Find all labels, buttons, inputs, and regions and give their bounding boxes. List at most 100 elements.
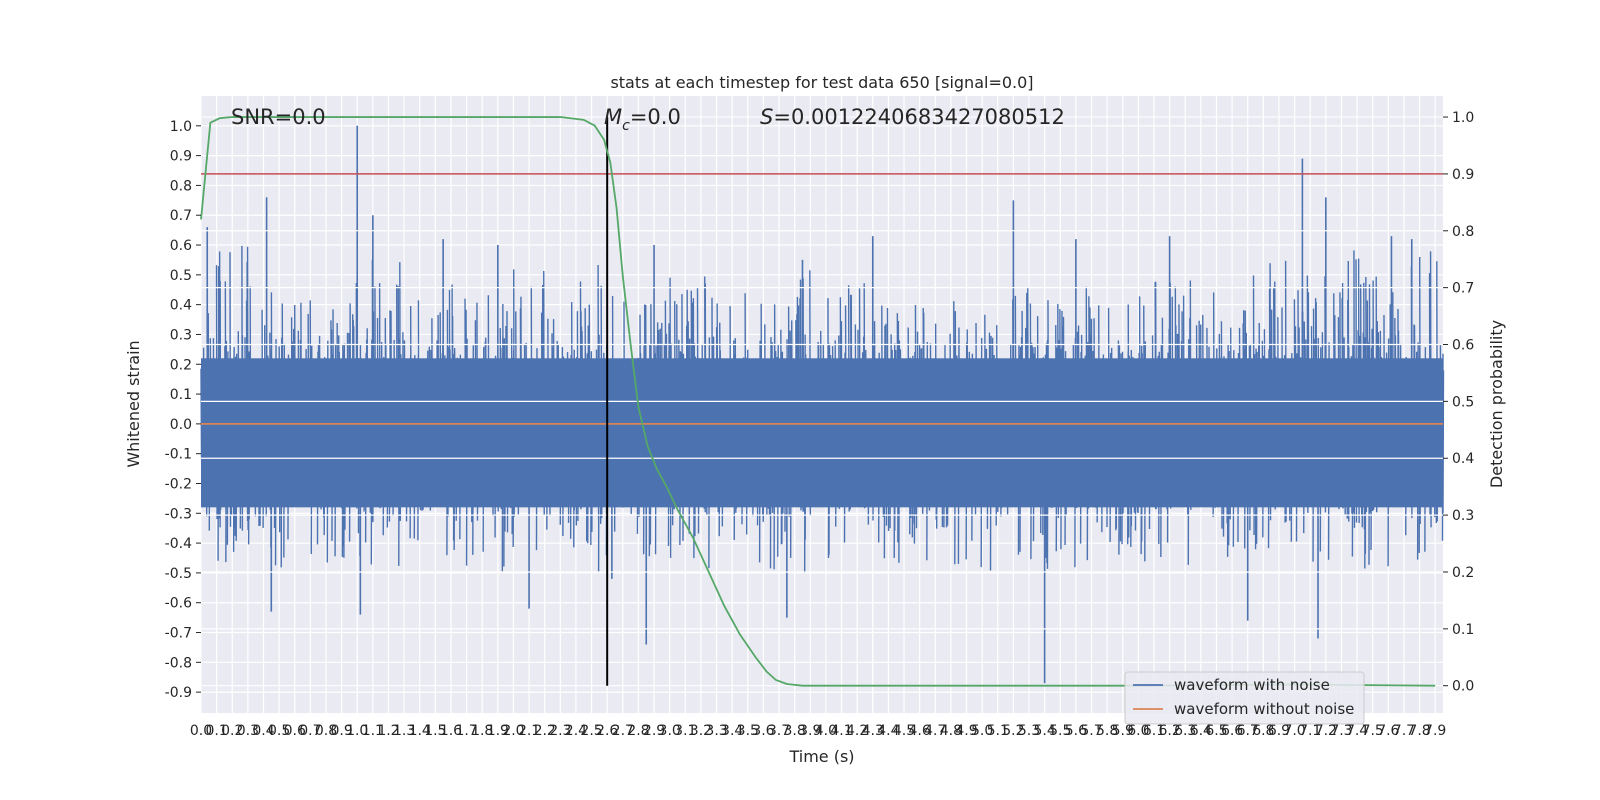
x-tick-label: 2.9	[643, 723, 665, 739]
y-tick-label: 0.5	[170, 268, 192, 284]
y-axis-ticks: -0.9 -0.8 -0.7 -0.6 -0.5 -0.4 -0.3 -0.2 -0.1 0.0 0…	[165, 119, 201, 701]
x-axis-ticks: 0.00.10.20.30.40.50.60.70.80.91.01.11.21…	[190, 723, 1446, 739]
x-tick-label: 5.2	[1002, 723, 1024, 739]
y2-tick-label: 0.5	[1452, 394, 1474, 410]
x-tick-label: 4.6	[909, 723, 931, 739]
y-tick-label: 0.3	[170, 327, 192, 343]
x-tick-label: 7.9	[1424, 723, 1446, 739]
x-tick-label: 7.1	[1299, 723, 1321, 739]
y2-tick-label: 1.0	[1452, 110, 1474, 126]
legend-box	[1124, 671, 1365, 725]
x-tick-label: 3.2	[690, 723, 712, 739]
x-tick-label: 6.4	[1190, 723, 1212, 739]
x-tick-label: 5.6	[1065, 723, 1087, 739]
x-tick-label: 2.0	[502, 723, 524, 739]
y-tick-label: -0.1	[165, 447, 192, 463]
x-tick-label: 2.8	[627, 723, 649, 739]
x-tick-label: 2.1	[518, 723, 540, 739]
x-tick-label: 0.6	[284, 723, 306, 739]
x-tick-label: 0.4	[252, 723, 274, 739]
overlays	[200, 116, 1443, 687]
x-tick-label: 6.5	[1205, 723, 1227, 739]
s-symbol: S	[760, 105, 773, 129]
snr-annotation: SNR=0.0	[231, 105, 326, 129]
y-tick-label: 0.8	[170, 178, 192, 194]
x-tick-label: 5.8	[1096, 723, 1118, 739]
x-tick-label: 7.4	[1346, 723, 1368, 739]
y2-tick-label: 0.4	[1452, 451, 1474, 467]
x-tick-label: 4.0	[815, 723, 837, 739]
x-tick-label: 2.4	[565, 723, 587, 739]
chirp-mass-symbol: M	[604, 105, 622, 129]
y-tick-label: -0.8	[165, 655, 192, 671]
x-tick-label: 7.5	[1362, 723, 1384, 739]
y-tick-label: 0.6	[170, 238, 192, 254]
s-value: =0.0012240683427080512	[773, 105, 1065, 129]
y-tick-label: 1.0	[170, 119, 192, 135]
noise-core-band	[201, 358, 1443, 508]
y-tick-label: -0.2	[165, 476, 192, 492]
x-tick-label: 4.3	[862, 723, 884, 739]
x-tick-label: 4.2	[846, 723, 868, 739]
legend-label-noise: waveform with noise	[1174, 676, 1330, 694]
x-tick-label: 4.1	[830, 723, 852, 739]
x-tick-label: 7.0	[1283, 723, 1305, 739]
x-tick-label: 2.7	[612, 723, 634, 739]
y2-tick-label: 0.0	[1452, 679, 1474, 695]
x-tick-label: 4.5	[893, 723, 915, 739]
y2-tick-label: 0.3	[1452, 508, 1474, 524]
x-tick-label: 4.9	[955, 723, 977, 739]
y-tick-label: -0.5	[165, 566, 192, 582]
chirp-mass-value: =0.0	[630, 105, 681, 129]
x-tick-label: 3.7	[768, 723, 790, 739]
x-tick-label: 2.5	[580, 723, 602, 739]
y2-tick-label: 0.2	[1452, 565, 1474, 581]
x-tick-label: 7.3	[1330, 723, 1352, 739]
legend-label-no-noise: waveform without noise	[1174, 700, 1354, 718]
x-tick-label: 2.6	[596, 723, 618, 739]
y-tick-label: 0.4	[170, 298, 192, 314]
x-tick-label: 1.4	[409, 723, 431, 739]
x-tick-label: 4.4	[877, 723, 899, 739]
x-tick-label: 1.9	[487, 723, 509, 739]
y-axis-label: Whitened strain	[124, 340, 143, 467]
x-tick-label: 0.5	[268, 723, 290, 739]
x-tick-label: 6.3	[1174, 723, 1196, 739]
x-tick-label: 3.9	[799, 723, 821, 739]
y2-tick-label: 0.1	[1452, 622, 1474, 638]
x-tick-label: 3.6	[752, 723, 774, 739]
x-tick-label: 3.8	[784, 723, 806, 739]
y-tick-label: -0.4	[165, 536, 192, 552]
x-tick-label: 1.6	[440, 723, 462, 739]
x-tick-label: 0.1	[205, 723, 227, 739]
x-tick-label: 3.1	[674, 723, 696, 739]
x-tick-label: 6.8	[1252, 723, 1274, 739]
y-tick-label: -0.9	[165, 685, 192, 701]
y-tick-label: 0.9	[170, 149, 192, 165]
x-tick-label: 7.2	[1315, 723, 1337, 739]
y-tick-label: -0.6	[165, 596, 192, 612]
x-tick-label: 5.1	[987, 723, 1009, 739]
x-axis-label: Time (s)	[788, 747, 854, 766]
x-tick-label: 3.3	[705, 723, 727, 739]
x-tick-label: 7.7	[1393, 723, 1415, 739]
x-tick-label: 6.9	[1268, 723, 1290, 739]
y2-tick-label: 0.7	[1452, 281, 1474, 297]
y-tick-label: -0.7	[165, 626, 192, 642]
x-tick-label: 6.7	[1237, 723, 1259, 739]
x-tick-label: 1.3	[393, 723, 415, 739]
x-tick-label: 7.6	[1377, 723, 1399, 739]
x-tick-label: 2.2	[534, 723, 556, 739]
x-tick-label: 1.1	[362, 723, 384, 739]
x-tick-label: 1.8	[471, 723, 493, 739]
y2-tick-label: 0.9	[1452, 167, 1474, 183]
series-waveform-with-noise	[200, 125, 1445, 684]
x-tick-label: 0.9	[330, 723, 352, 739]
x-tick-label: 6.1	[1143, 723, 1165, 739]
chirp-mass-annotation: Mc=0.0	[604, 105, 681, 134]
x-tick-label: 0.3	[237, 723, 259, 739]
y-tick-label: 0.1	[170, 387, 192, 403]
x-tick-label: 4.8	[940, 723, 962, 739]
x-tick-label: 3.0	[659, 723, 681, 739]
